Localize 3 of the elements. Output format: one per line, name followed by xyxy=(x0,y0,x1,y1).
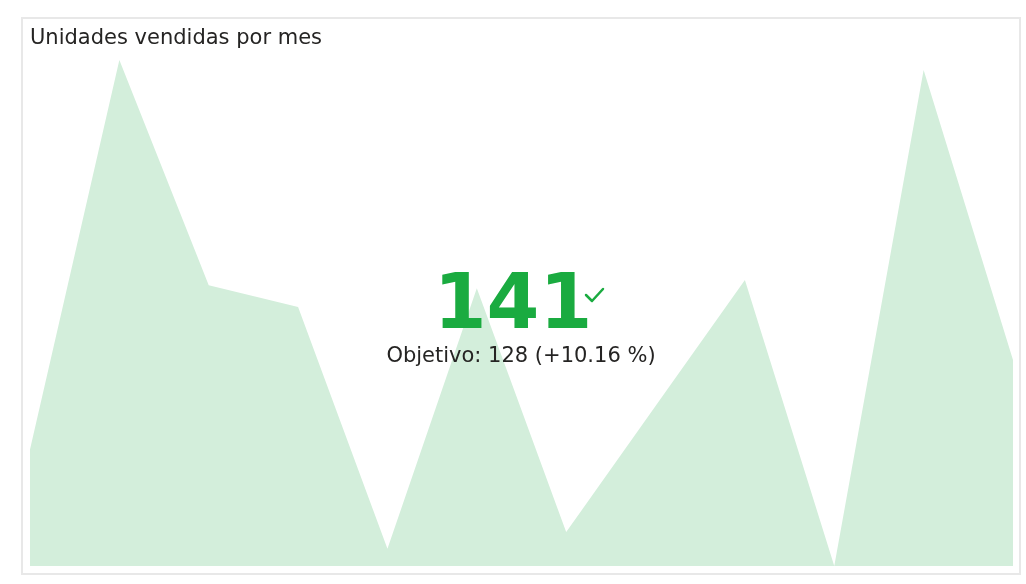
annotation: Objetivo: 128 (+10.16 %) xyxy=(386,343,656,367)
chart-title: Unidades vendidas por mes xyxy=(30,25,323,49)
annotation: 141 xyxy=(433,257,593,346)
